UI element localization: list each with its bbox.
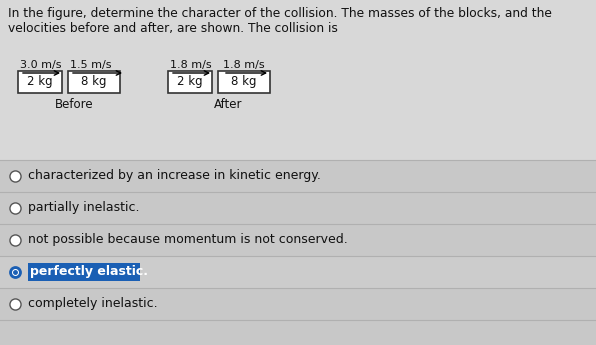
Text: 1.5 m/s: 1.5 m/s [70, 60, 111, 70]
Text: After: After [214, 98, 242, 111]
Bar [28, 263, 140, 281]
Text: In the figure, determine the character of the collision. The masses of the block: In the figure, determine the character o… [8, 7, 552, 20]
Bar [0, 0, 596, 160]
Text: Before: Before [55, 98, 94, 111]
Text: 1.8 m/s: 1.8 m/s [223, 60, 265, 70]
Text: velocities before and after, are shown. The collision is: velocities before and after, are shown. … [8, 22, 338, 35]
Text: 1.8 m/s: 1.8 m/s [170, 60, 212, 70]
Bar [218, 71, 270, 93]
Text: perfectly elastic.: perfectly elastic. [30, 266, 148, 278]
Text: 8 kg: 8 kg [231, 76, 257, 89]
Bar [18, 71, 62, 93]
Text: characterized by an increase in kinetic energy.: characterized by an increase in kinetic … [28, 169, 321, 183]
Text: not possible because momentum is not conserved.: not possible because momentum is not con… [28, 234, 347, 246]
Bar [168, 71, 212, 93]
Text: partially inelastic.: partially inelastic. [28, 201, 139, 215]
Bar [0, 256, 596, 288]
Bar [68, 71, 120, 93]
Text: 3.0 m/s: 3.0 m/s [20, 60, 61, 70]
Text: 8 kg: 8 kg [81, 76, 107, 89]
Text: 2 kg: 2 kg [27, 76, 53, 89]
Text: 2 kg: 2 kg [177, 76, 203, 89]
Text: completely inelastic.: completely inelastic. [28, 297, 157, 310]
